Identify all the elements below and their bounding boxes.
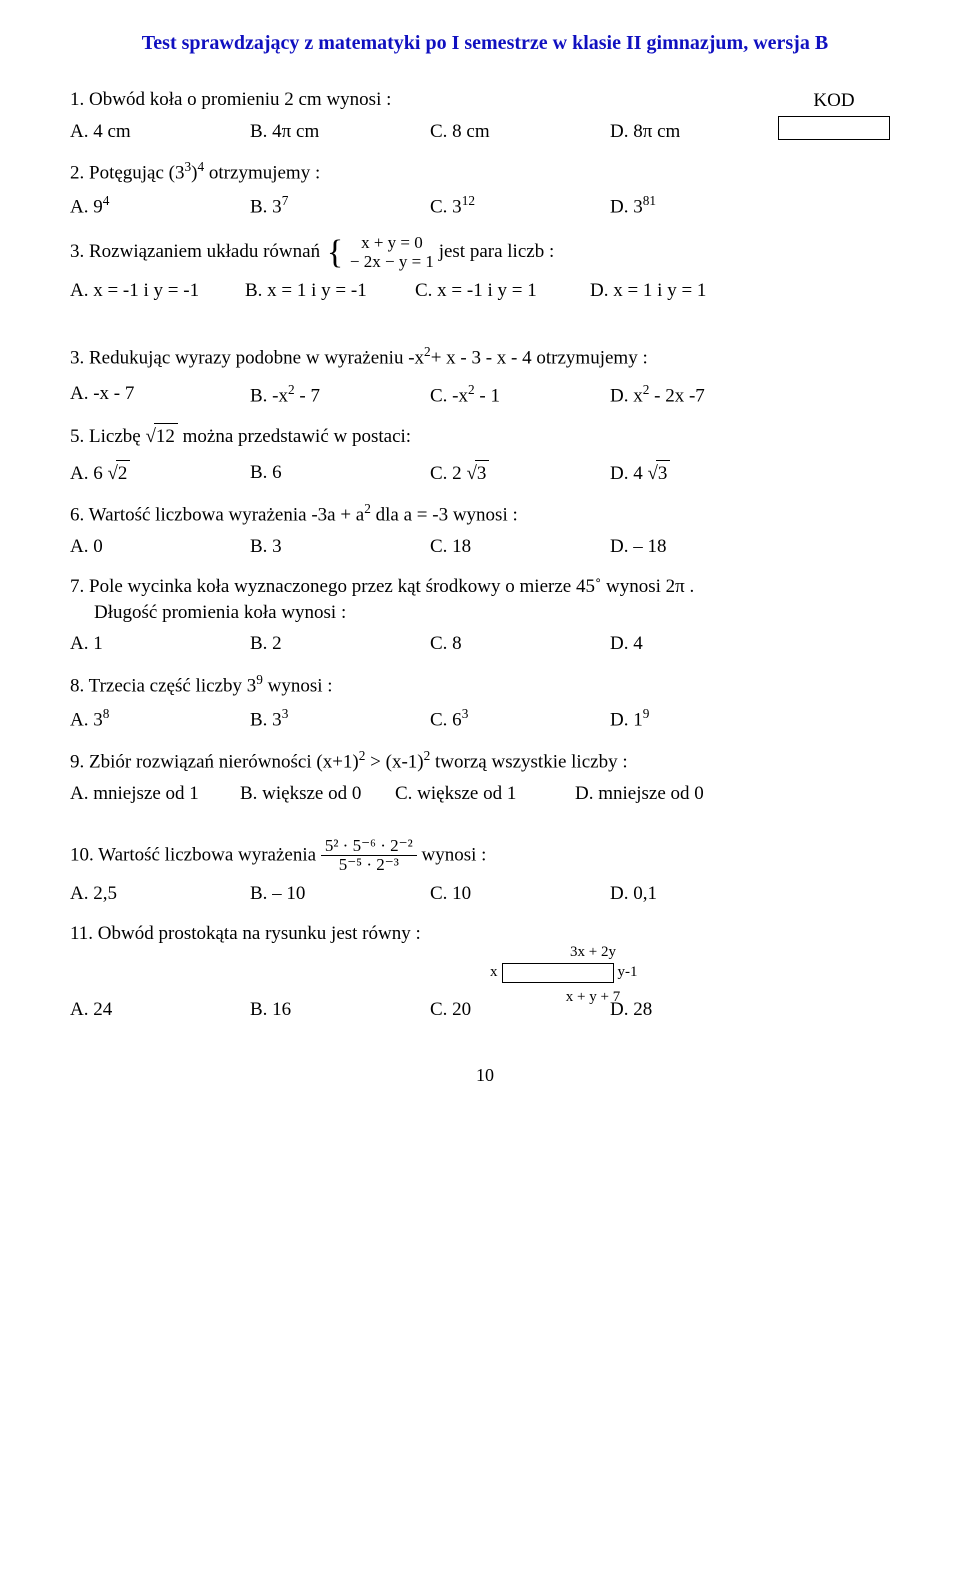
q10-pre: 10. Wartość liczbowa wyrażenia: [70, 844, 321, 865]
q3-eq2: − 2x − y = 1: [350, 252, 434, 271]
q7-opt-d: D. 4: [610, 631, 643, 657]
q10-opt-d: D. 0,1: [610, 881, 657, 907]
q2-text-3: otrzymujemy :: [204, 163, 320, 184]
q3-opt-d: D. x = 1 i y = 1: [590, 278, 706, 304]
diagram-bottom-label: x + y + 7: [518, 987, 668, 1007]
q9-opt-a: A. mniejsze od 1: [70, 781, 240, 807]
q7-l2: Długość promienia koła wynosi :: [94, 600, 900, 626]
q11-opt-b: B. 16: [250, 997, 430, 1023]
q9-t3: tworzą wszystkie liczby :: [430, 751, 627, 772]
q3-pre: 3. Rozwiązaniem układu równań: [70, 241, 325, 262]
q3-eq1: x + y = 0: [361, 233, 423, 252]
question-6: 6. Wartość liczbowa wyrażenia -3a + a2 d…: [70, 500, 900, 528]
q8-opt-a: A. 38: [70, 705, 250, 733]
q6-opt-b: B. 3: [250, 534, 430, 560]
question-1: 1. Obwód koła o promieniu 2 cm wynosi :: [70, 87, 900, 113]
q9-opt-c: C. większe od 1: [395, 781, 575, 807]
q5-t1: 5. Liczbę: [70, 426, 145, 447]
q4-t1: 3. Redukując wyrazy podobne w wyrażeniu …: [70, 348, 424, 369]
question-8: 8. Trzecia część liczby 39 wynosi :: [70, 671, 900, 699]
question-7: 7. Pole wycinka koła wyznaczonego przez …: [70, 574, 900, 625]
rectangle-diagram: 3x + 2y x y-1 x + y + 7: [490, 942, 900, 1007]
q9-opt-d: D. mniejsze od 0: [575, 781, 704, 807]
q5-opt-c: C. 2 3: [430, 460, 610, 487]
page-number: 10: [70, 1063, 900, 1087]
q9-opt-b: B. większe od 0: [240, 781, 395, 807]
q6-opt-c: C. 18: [430, 534, 610, 560]
q7-opt-b: B. 2: [250, 631, 430, 657]
q1-opt-c: C. 8 cm: [430, 119, 610, 145]
kod-input-box[interactable]: [778, 116, 890, 140]
q3-opt-a: A. x = -1 i y = -1: [70, 278, 245, 304]
q1-opt-a: A. 4 cm: [70, 119, 250, 145]
kod-block: KOD: [778, 88, 890, 140]
q4-opt-b: B. -x2 - 7: [250, 381, 430, 409]
q6-opt-d: D. – 18: [610, 534, 666, 560]
q8-opt-b: B. 33: [250, 705, 430, 733]
q9-t2: > (x-1): [365, 751, 423, 772]
question-4: 3. Redukując wyrazy podobne w wyrażeniu …: [70, 343, 900, 371]
q5-opt-d: D. 4 3: [610, 460, 670, 487]
sqrt-icon: 12: [145, 423, 177, 450]
q10-opt-c: C. 10: [430, 881, 610, 907]
kod-label: KOD: [778, 88, 890, 114]
q8-opt-d: D. 19: [610, 705, 649, 733]
q6-t1: 6. Wartość liczbowa wyrażenia -3a + a: [70, 505, 364, 526]
q8-opt-c: C. 63: [430, 705, 610, 733]
question-9: 9. Zbiór rozwiązań nierówności (x+1)2 > …: [70, 747, 900, 775]
q7-opt-c: C. 8: [430, 631, 610, 657]
q2-opt-d: D. 381: [610, 192, 656, 220]
q8-t2: wynosi :: [263, 675, 333, 696]
q11-opt-a: A. 24: [70, 997, 250, 1023]
q2-text-1: 2. Potęgując (3: [70, 163, 185, 184]
q3-opt-c: C. x = -1 i y = 1: [415, 278, 590, 304]
q4-t2: + x - 3 - x - 4 otrzymujemy :: [431, 348, 648, 369]
q10-opt-a: A. 2,5: [70, 881, 250, 907]
q10-fraction: 5² · 5⁻⁶ · 2⁻² 5⁻⁵ · 2⁻³: [321, 837, 417, 875]
q10-num: 5² · 5⁻⁶ · 2⁻²: [321, 837, 417, 857]
q5-t2: można przedstawić w postaci:: [183, 426, 411, 447]
q4-opt-c: C. -x2 - 1: [430, 381, 610, 409]
question-2: 2. Potęgując (33)4 otrzymujemy :: [70, 158, 900, 186]
q5-opt-a: A. 6 2: [70, 460, 250, 487]
q3-post: jest para liczb :: [439, 241, 555, 262]
question-3: 3. Rozwiązaniem układu równań { x + y = …: [70, 234, 900, 271]
q3-opt-b: B. x = 1 i y = -1: [245, 278, 415, 304]
q2-opt-c: C. 312: [430, 192, 610, 220]
question-10: 10. Wartość liczbowa wyrażenia 5² · 5⁻⁶ …: [70, 837, 900, 875]
q4-opt-d: D. x2 - 2x -7: [610, 381, 705, 409]
q10-den: 5⁻⁵ · 2⁻³: [321, 856, 417, 875]
q2-opt-a: A. 94: [70, 192, 250, 220]
page-title: Test sprawdzający z matematyki po I seme…: [70, 30, 900, 57]
q7-l1: 7. Pole wycinka koła wyznaczonego przez …: [70, 574, 900, 600]
q6-opt-a: A. 0: [70, 534, 250, 560]
q7-opt-a: A. 1: [70, 631, 250, 657]
q5-opt-b: B. 6: [250, 460, 430, 487]
q8-t1: 8. Trzecia część liczby 3: [70, 675, 256, 696]
q1-opt-d: D. 8π cm: [610, 119, 680, 145]
q6-t2: dla a = -3 wynosi :: [371, 505, 518, 526]
brace-icon: {: [327, 236, 343, 270]
q10-opt-b: B. – 10: [250, 881, 430, 907]
q1-opt-b: B. 4π cm: [250, 119, 430, 145]
q9-t1: 9. Zbiór rozwiązań nierówności (x+1): [70, 751, 359, 772]
diagram-top-label: 3x + 2y: [518, 942, 668, 962]
diagram-right-label: y-1: [618, 962, 638, 982]
q10-post: wynosi :: [421, 844, 486, 865]
q2-opt-b: B. 37: [250, 192, 430, 220]
q4-opt-a: A. -x - 7: [70, 381, 250, 409]
diagram-rectangle: [502, 963, 614, 983]
question-5: 5. Liczbę 12 można przedstawić w postaci…: [70, 423, 900, 450]
diagram-left-label: x: [490, 962, 498, 982]
